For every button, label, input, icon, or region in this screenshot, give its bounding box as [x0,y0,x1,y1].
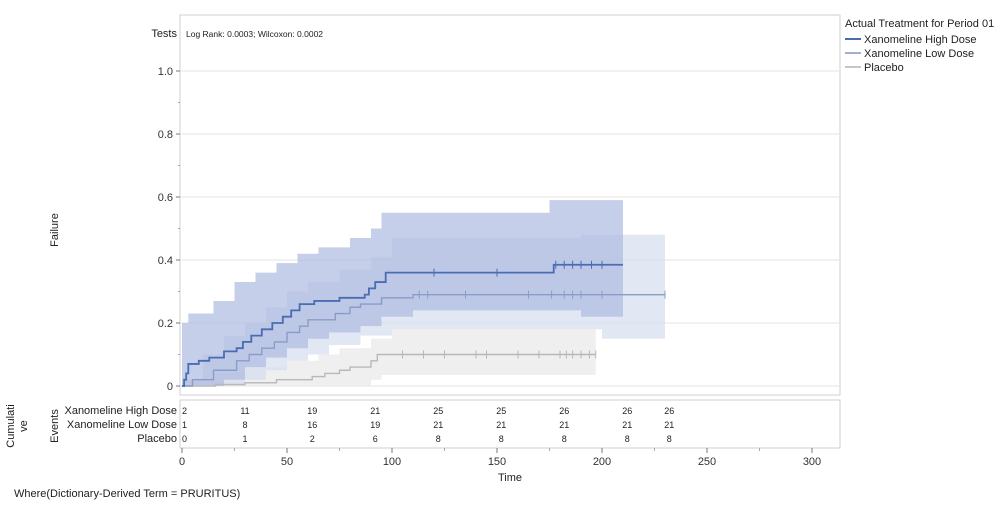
events-count: 11 [240,406,249,416]
events-count: 8 [667,434,672,444]
legend-entry: Xanomeline High Dose [864,34,977,46]
events-vertical-label: Cumulati ve Events [5,404,61,447]
events-count: 19 [307,406,317,416]
events-rows: Xanomeline High Dose 2 11 19 21 25 25 26 26 26Xan… [64,405,674,445]
x-axis-label: Time [498,472,522,484]
y-tick-label: 0.6 [158,192,173,204]
events-count: 21 [370,406,380,416]
survival-curves [182,263,665,387]
y-tick-label: 0 [167,381,173,393]
events-count: 2 [310,434,315,444]
confidence-band-2 [182,329,596,386]
legend-title: Actual Treatment for Period 01 [845,18,994,30]
y-tick-label: 0.2 [158,318,173,330]
events-count: 19 [370,420,380,430]
events-row-label: Xanomeline High Dose [64,405,177,417]
y-axis: 0 0.2 0.4 0.6 0.8 1.0 [158,66,180,393]
events-count: 26 [664,406,674,416]
events-label-line1: Cumulati [5,404,17,447]
x-tick-label: 200 [593,456,611,468]
events-count: 21 [433,420,443,430]
events-count: 8 [625,434,630,444]
events-table-frame [179,399,841,449]
x-tick-label: 150 [488,456,506,468]
x-tick-label: 250 [698,456,716,468]
footer-filter: Where(Dictionary-Derived Term = PRURITUS… [14,488,240,500]
events-count: 21 [622,420,632,430]
events-count: 8 [562,434,567,444]
events-count: 26 [559,406,569,416]
x-axis: 0 50 100 150 200 250 300 [179,448,821,468]
events-count: 8 [436,434,441,444]
events-count: 25 [496,406,506,416]
events-row-label: Xanomeline Low Dose [67,419,177,431]
survival-curve-2 [182,353,596,387]
legend-entry: Xanomeline Low Dose [864,48,974,60]
y-tick-label: 0.4 [158,255,173,267]
events-label-line2: ve [18,420,30,432]
y-tick-label: 0.8 [158,129,173,141]
events-count: 0 [182,434,187,444]
events-count: 21 [664,420,674,430]
events-count: 1 [182,420,187,430]
survival-curve-1 [182,293,665,387]
events-count: 16 [307,420,317,430]
x-tick-label: 300 [803,456,821,468]
survival-curve-0 [182,263,623,387]
legend-entry: Placebo [864,62,904,74]
events-count: 25 [433,406,443,416]
events-label-line3: Events [49,409,61,443]
events-count: 8 [242,420,247,430]
events-count: 26 [622,406,632,416]
x-tick-label: 50 [281,456,293,468]
y-tick-label: 1.0 [158,66,173,78]
confidence-band-0 [182,200,623,386]
events-count: 1 [242,434,247,444]
events-count: 6 [373,434,378,444]
events-count: 21 [496,420,506,430]
legend: Actual Treatment for Period 01 Xanomelin… [845,18,994,74]
censor-marks [402,260,666,359]
events-row-label: Placebo [137,433,177,445]
x-tick-label: 0 [179,456,185,468]
events-count: 2 [182,406,187,416]
tests-label: Tests [151,28,177,40]
events-count: 8 [499,434,504,444]
x-tick-label: 100 [383,456,401,468]
tests-text: Log Rank: 0.0003; Wilcoxon: 0.0002 [186,29,323,39]
events-count: 21 [559,420,569,430]
y-axis-label: Failure [49,213,61,247]
